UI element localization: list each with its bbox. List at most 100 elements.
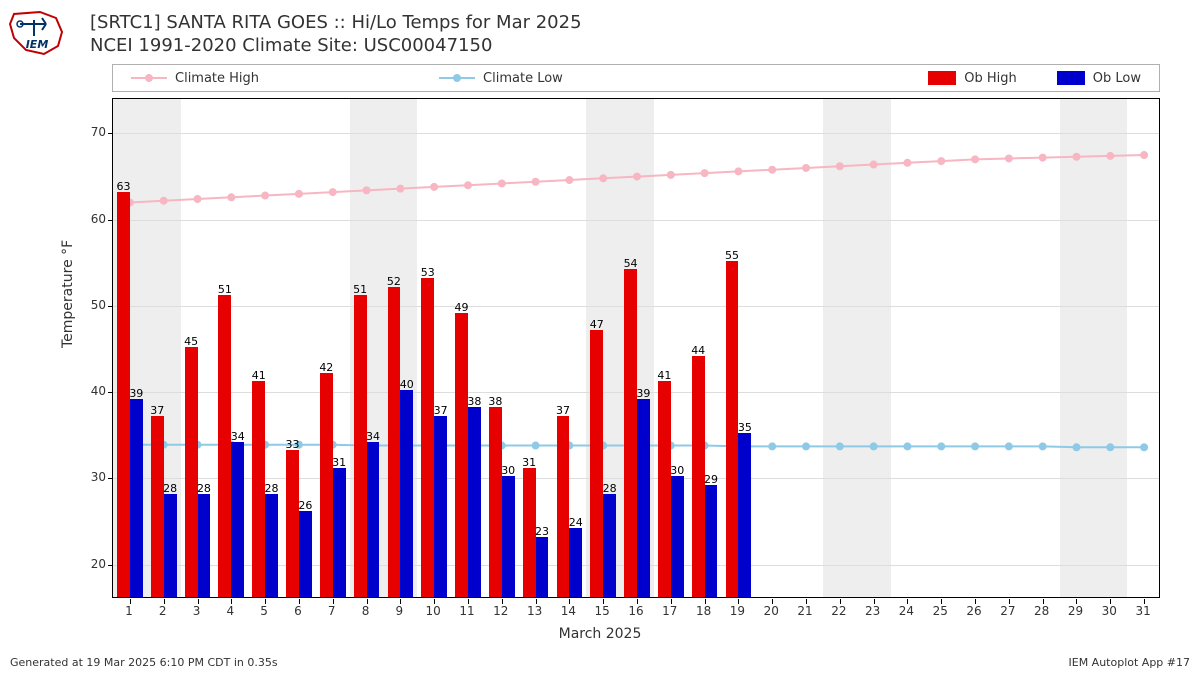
ob-high-label: 45: [184, 335, 198, 348]
ob-low-label: 31: [332, 456, 346, 469]
ob-low-label: 34: [366, 430, 380, 443]
ob-low-label: 39: [129, 387, 143, 400]
xtick-label: 17: [662, 604, 677, 618]
ob-low-bar: [164, 494, 177, 597]
ob-low-label: 23: [535, 525, 549, 538]
ob-high-label: 49: [455, 301, 469, 314]
legend-label: Climate High: [175, 71, 259, 86]
ob-high-label: 33: [286, 438, 300, 451]
ob-high-label: 38: [488, 395, 502, 408]
ytick-label: 50: [76, 298, 106, 312]
climate-marker: [329, 188, 337, 196]
legend-ob-high: Ob High: [928, 71, 1017, 86]
xtick-label: 18: [696, 604, 711, 618]
ob-low-label: 28: [197, 482, 211, 495]
svg-text:IEM: IEM: [26, 38, 49, 51]
climate-marker: [870, 161, 878, 169]
xtick-label: 13: [527, 604, 542, 618]
ytick-label: 70: [76, 125, 106, 139]
xtick-label: 5: [260, 604, 268, 618]
y-axis-label: Temperature °F: [60, 240, 76, 348]
xtick-label: 20: [764, 604, 779, 618]
legend-label: Climate Low: [483, 71, 563, 86]
xtick-label: 16: [628, 604, 643, 618]
ob-high-label: 37: [556, 404, 570, 417]
climate-marker: [430, 183, 438, 191]
ob-low-label: 29: [704, 473, 718, 486]
ob-low-label: 38: [467, 395, 481, 408]
ob-high-bar: [523, 468, 536, 597]
climate-marker: [1039, 154, 1047, 162]
climate-marker: [667, 171, 675, 179]
ob-low-bar: [671, 476, 684, 597]
climate-marker: [464, 181, 472, 189]
ob-low-bar: [434, 416, 447, 597]
ob-high-bar: [590, 330, 603, 597]
xtick-label: 29: [1068, 604, 1083, 618]
ob-low-bar: [603, 494, 616, 597]
climate-marker: [903, 442, 911, 450]
ob-low-bar: [468, 407, 481, 597]
legend-label: Ob High: [964, 71, 1017, 86]
ob-low-label: 28: [163, 482, 177, 495]
xtick-label: 12: [493, 604, 508, 618]
xtick-label: 28: [1034, 604, 1049, 618]
ytick-label: 40: [76, 384, 106, 398]
xtick-label: 3: [193, 604, 201, 618]
ob-low-bar: [198, 494, 211, 597]
ob-low-bar: [502, 476, 515, 597]
climate-marker: [768, 166, 776, 174]
climate-marker: [836, 162, 844, 170]
ob-high-bar: [557, 416, 570, 597]
ob-high-label: 47: [590, 318, 604, 331]
climate-marker: [599, 174, 607, 182]
xtick-label: 15: [595, 604, 610, 618]
ob-low-label: 28: [603, 482, 617, 495]
ob-low-bar: [130, 399, 143, 597]
xtick-label: 30: [1102, 604, 1117, 618]
climate-marker: [1072, 153, 1080, 161]
ytick-label: 20: [76, 557, 106, 571]
ob-low-label: 39: [636, 387, 650, 400]
ob-low-label: 30: [501, 464, 515, 477]
ytick-label: 60: [76, 212, 106, 226]
ob-low-label: 24: [569, 516, 583, 529]
ob-high-bar: [726, 261, 739, 597]
climate-marker: [1106, 152, 1114, 160]
xtick-label: 27: [1000, 604, 1015, 618]
climate-marker: [396, 185, 404, 193]
xtick-label: 19: [730, 604, 745, 618]
climate-marker: [701, 169, 709, 177]
ob-low-bar: [637, 399, 650, 597]
climate-marker: [160, 197, 168, 205]
ob-high-label: 31: [522, 456, 536, 469]
ob-low-bar: [400, 390, 413, 597]
xtick-label: 10: [426, 604, 441, 618]
ob-low-bar: [367, 442, 380, 597]
climate-marker: [532, 178, 540, 186]
ob-high-bar: [692, 356, 705, 597]
footer-generated: Generated at 19 Mar 2025 6:10 PM CDT in …: [10, 656, 278, 669]
ob-high-label: 53: [421, 266, 435, 279]
ob-low-bar: [299, 511, 312, 597]
ob-high-bar: [421, 278, 434, 597]
climate-marker: [261, 192, 269, 200]
climate-marker: [937, 442, 945, 450]
ob-high-label: 37: [150, 404, 164, 417]
ob-high-bar: [320, 373, 333, 597]
climate-marker: [295, 190, 303, 198]
x-axis-label: March 2025: [0, 626, 1200, 642]
legend-label: Ob Low: [1093, 71, 1141, 86]
ob-low-label: 40: [400, 378, 414, 391]
climate-marker: [971, 155, 979, 163]
xtick-label: 9: [396, 604, 404, 618]
ob-low-label: 30: [670, 464, 684, 477]
ob-high-bar: [117, 192, 130, 597]
ob-high-label: 51: [218, 283, 232, 296]
xtick-label: 24: [899, 604, 914, 618]
ob-high-label: 42: [319, 361, 333, 374]
climate-marker: [194, 195, 202, 203]
title-line-1: [SRTC1] SANTA RITA GOES :: Hi/Lo Temps f…: [90, 12, 582, 35]
xtick-label: 2: [159, 604, 167, 618]
climate-marker: [1005, 154, 1013, 162]
